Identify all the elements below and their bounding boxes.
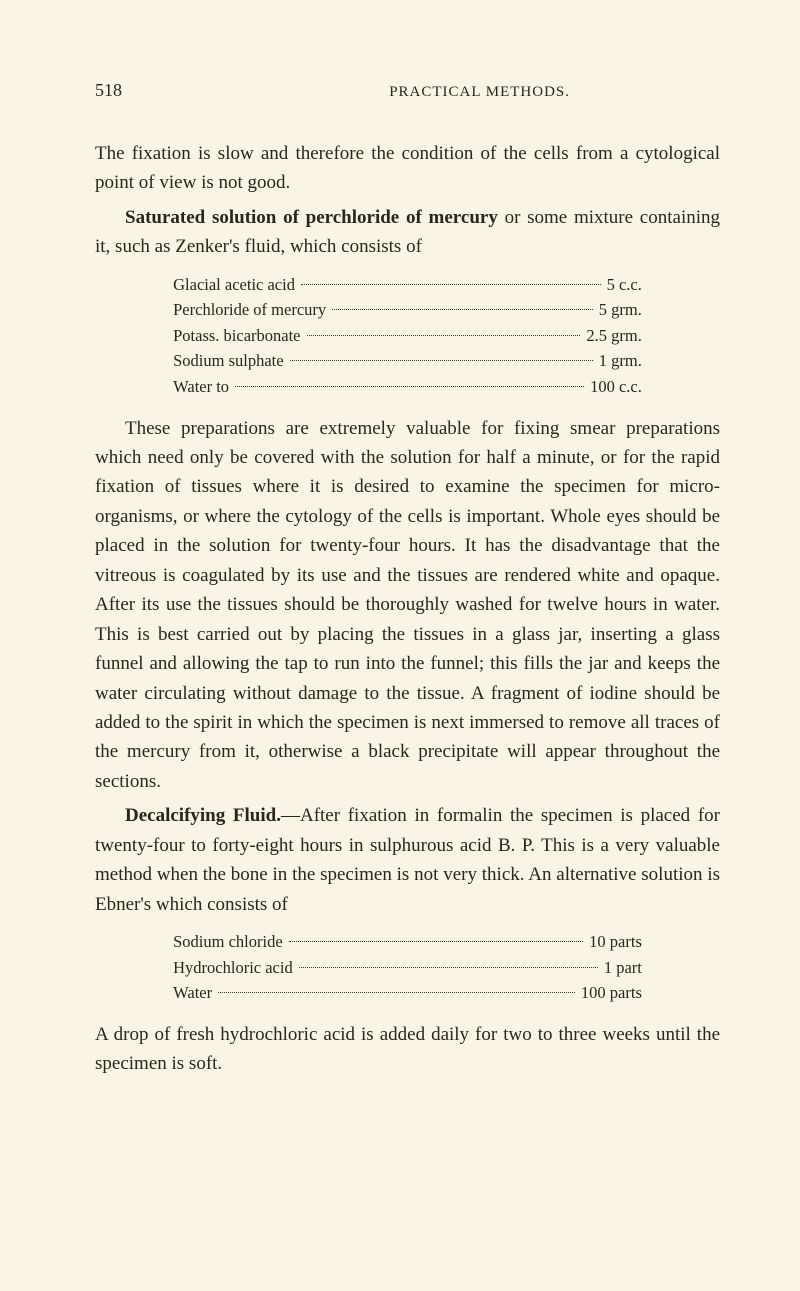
composition-table-2: Sodium chloride10 partsHydrochloric acid… bbox=[173, 929, 642, 1006]
paragraph-2: Saturated solution of perchloride of mer… bbox=[95, 203, 720, 262]
running-head: PRACTICAL METHODS. bbox=[389, 84, 570, 101]
leader-dots bbox=[290, 360, 593, 361]
table-label: Sodium chloride bbox=[173, 929, 287, 955]
page-header: 518 PRACTICAL METHODS. bbox=[95, 80, 720, 101]
table-row: Glacial acetic acid 5 c.c. bbox=[173, 272, 642, 298]
leader-dots bbox=[299, 967, 598, 968]
table-value: 2.5 grm. bbox=[582, 323, 641, 349]
table-label: Water to bbox=[173, 374, 233, 400]
table-value: 5 grm. bbox=[595, 297, 642, 323]
leader-dots bbox=[289, 941, 584, 942]
table-row: Potass. bicarbonate 2.5 grm. bbox=[173, 323, 642, 349]
table-row: Sodium sulphate 1 grm. bbox=[173, 348, 642, 374]
paragraph-3: These preparations are extremely valuabl… bbox=[95, 414, 720, 797]
table-value: 10 parts bbox=[585, 929, 642, 955]
table-value: 100 parts bbox=[577, 980, 642, 1006]
table-row: Water to 100 c.c. bbox=[173, 374, 642, 400]
table-value: 1 grm. bbox=[595, 348, 642, 374]
table-label: Perchloride of mercury bbox=[173, 297, 330, 323]
table-row: Sodium chloride 10 parts bbox=[173, 929, 642, 955]
page-number: 518 bbox=[95, 80, 122, 101]
table-label: Sodium sulphate bbox=[173, 348, 287, 374]
table-label: Glacial acetic acid bbox=[173, 272, 299, 298]
table-row: Water 100 parts bbox=[173, 980, 642, 1006]
leader-dots bbox=[332, 309, 593, 310]
paragraph-4: Decalcifying Fluid.—After fixation in fo… bbox=[95, 801, 720, 919]
leader-dots bbox=[307, 335, 581, 336]
table-label: Hydrochloric acid bbox=[173, 955, 297, 981]
table-value: 5 c.c. bbox=[603, 272, 642, 298]
table-label: Potass. bicarbonate bbox=[173, 323, 304, 349]
body-text: The fixation is slow and therefore the c… bbox=[95, 139, 720, 1079]
paragraph-5: A drop of fresh hydrochloric acid is add… bbox=[95, 1020, 720, 1079]
para2-lead: Saturated solution of perchloride of mer… bbox=[125, 207, 498, 228]
table-value: 1 part bbox=[600, 955, 642, 981]
table-row: Perchloride of mercury 5 grm. bbox=[173, 297, 642, 323]
leader-dots bbox=[301, 284, 601, 285]
para4-lead: Decalcifying Fluid. bbox=[125, 805, 281, 826]
table-value: 100 c.c. bbox=[586, 374, 642, 400]
table-label: Water bbox=[173, 980, 216, 1006]
table-row: Hydrochloric acid 1 part bbox=[173, 955, 642, 981]
leader-dots bbox=[235, 386, 584, 387]
composition-table-1: Glacial acetic acid5 c.c.Perchloride of … bbox=[173, 272, 642, 400]
leader-dots bbox=[218, 992, 575, 993]
paragraph-1: The fixation is slow and therefore the c… bbox=[95, 139, 720, 198]
